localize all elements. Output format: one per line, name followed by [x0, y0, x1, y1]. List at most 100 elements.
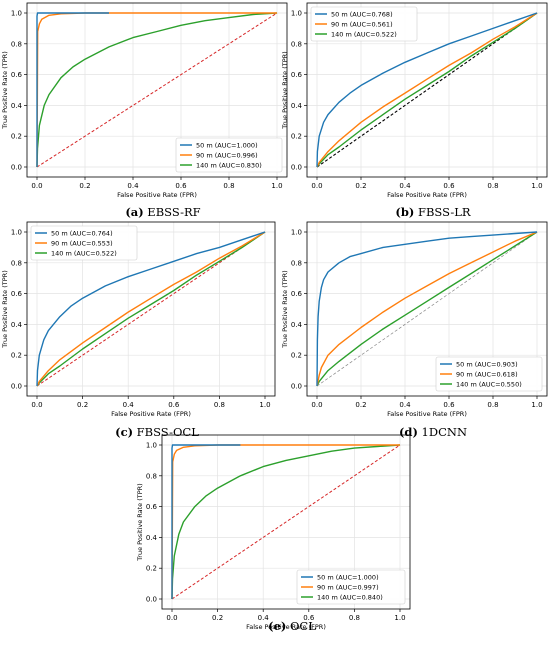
legend-box [30, 225, 138, 261]
x-tick-label: 1.0 [394, 614, 405, 622]
legend-label: 50 m (AUC=0.903) [456, 360, 518, 368]
x-tick-label: 0.8 [214, 401, 225, 409]
x-tick-label: 0.8 [223, 182, 234, 190]
legend-label: 50 m (AUC=0.764) [51, 229, 113, 237]
caption-name: FBSS-LR [414, 205, 471, 219]
y-tick-label: 0.4 [11, 321, 23, 329]
y-tick-label: 0.0 [11, 164, 22, 172]
legend-label: 90 m (AUC=0.553) [51, 239, 113, 247]
x-tick-label: 0.8 [487, 401, 498, 409]
y-tick-label: 0.6 [291, 71, 303, 79]
x-tick-label: 0.8 [349, 614, 360, 622]
y-tick-label: 0.6 [291, 290, 303, 298]
x-tick-label: 0.0 [31, 182, 42, 190]
legend-box [175, 137, 283, 173]
y-tick-label: 0.0 [11, 383, 22, 391]
x-axis-label: False Positive Rate (FPR) [246, 623, 326, 631]
caption-name: EBSS-RF [144, 205, 201, 219]
y-axis-label: True Positive Rate (TPR) [1, 270, 9, 348]
legend-label: 140 m (AUC=0.830) [196, 161, 262, 169]
x-tick-label: 0.6 [443, 401, 455, 409]
x-tick-label: 0.2 [212, 614, 223, 622]
y-tick-label: 0.8 [11, 40, 22, 48]
legend-label: 90 m (AUC=0.997) [317, 583, 379, 591]
roc-curve-orange [316, 12, 538, 168]
chance-diagonal [36, 12, 278, 168]
caption-letter: (d) [399, 425, 418, 439]
roc-curve-blue [36, 231, 266, 387]
y-tick-label: 0.0 [291, 383, 302, 391]
x-tick-label: 0.0 [166, 614, 177, 622]
y-tick-label: 1.0 [146, 442, 157, 450]
x-tick-label: 1.0 [271, 182, 282, 190]
y-tick-label: 0.8 [11, 259, 22, 267]
x-tick-label: 0.4 [123, 401, 135, 409]
roc-panel-5: 0.0 0.2 0.4 0.6 0.8 1.0 0.0 0.2 0.4 0.6 0.8 1.0 Fals… [136, 434, 411, 633]
x-tick-label: 0.2 [77, 401, 88, 409]
x-tick-label: 0.0 [31, 401, 42, 409]
roc-curve-green [316, 12, 538, 168]
legend-label: 90 m (AUC=0.618) [456, 370, 518, 378]
legend-label: 140 m (AUC=0.522) [331, 30, 397, 38]
chance-diagonal [171, 444, 401, 600]
legend-label: 140 m (AUC=0.522) [51, 249, 117, 257]
y-tick-label: 0.0 [146, 596, 157, 604]
x-tick-label: 1.0 [259, 401, 270, 409]
caption-letter: (c) [115, 425, 133, 439]
legend-label: 50 m (AUC=1.000) [317, 573, 379, 581]
legend: 50 m (AUC=1.000) 90 m (AUC=0.996) 140 m (A… [175, 137, 283, 173]
x-tick-label: 0.0 [311, 401, 322, 409]
legend: 50 m (AUC=1.000) 90 m (AUC=0.997) 140 m (A… [296, 569, 406, 605]
roc-panel-1: 0.0 0.2 0.4 0.6 0.8 1.0 0.0 0.2 0.4 0.6 0.8 1.0 Fals… [1, 2, 288, 219]
legend-box [435, 356, 543, 392]
legend: 50 m (AUC=0.764) 90 m (AUC=0.553) 140 m (A… [30, 225, 138, 261]
y-tick-label: 1.0 [11, 10, 22, 18]
x-tick-label: 0.0 [311, 182, 322, 190]
x-tick-label: 0.6 [443, 182, 455, 190]
roc-curve-blue [316, 231, 538, 387]
panel-caption: (e) OCL [268, 619, 316, 633]
caption-name: 1DCNN [418, 425, 467, 439]
x-tick-label: 1.0 [531, 182, 542, 190]
y-axis-label: True Positive Rate (TPR) [281, 51, 289, 129]
y-tick-label: 0.2 [11, 352, 22, 360]
x-tick-label: 1.0 [531, 401, 542, 409]
roc-curve-green [36, 231, 266, 387]
legend-label: 90 m (AUC=0.561) [331, 20, 393, 28]
roc-curve-green [36, 12, 278, 168]
y-tick-label: 0.8 [146, 472, 157, 480]
y-tick-label: 1.0 [291, 229, 302, 237]
plot-frame [306, 2, 548, 178]
roc-curve-orange [316, 231, 538, 387]
x-tick-label: 0.6 [303, 614, 315, 622]
legend-label: 140 m (AUC=0.840) [317, 593, 383, 601]
legend-label: 50 m (AUC=0.768) [331, 10, 393, 18]
caption-name: FBSS-OCL [133, 425, 199, 439]
y-axis-label: True Positive Rate (TPR) [136, 483, 144, 561]
x-tick-label: 0.4 [399, 182, 411, 190]
x-tick-label: 0.6 [168, 401, 180, 409]
caption-letter: (b) [395, 205, 414, 219]
legend-label: 50 m (AUC=1.000) [196, 141, 258, 149]
y-tick-label: 0.4 [11, 102, 23, 110]
legend-box [296, 569, 406, 605]
y-tick-label: 0.0 [291, 164, 302, 172]
y-tick-label: 0.8 [291, 259, 302, 267]
x-tick-label: 0.2 [79, 182, 90, 190]
roc-curve-blue [36, 12, 109, 167]
y-tick-label: 0.2 [11, 133, 22, 141]
x-axis-label: False Positive Rate (FPR) [117, 191, 197, 199]
panel-caption: (c) FBSS-OCL [115, 425, 199, 439]
legend-label: 90 m (AUC=0.996) [196, 151, 258, 159]
y-axis-label: True Positive Rate (TPR) [281, 270, 289, 348]
x-axis-label: False Positive Rate (FPR) [111, 410, 191, 418]
plot-frame [26, 221, 276, 397]
legend: 50 m (AUC=0.903) 90 m (AUC=0.618) 140 m (A… [435, 356, 543, 392]
x-tick-label: 0.4 [258, 614, 270, 622]
x-tick-label: 0.4 [399, 401, 411, 409]
caption-letter: (e) [268, 619, 286, 633]
plot-frame [26, 2, 288, 178]
panel-caption: (a) EBSS-RF [125, 205, 200, 219]
caption-letter: (a) [125, 205, 143, 219]
